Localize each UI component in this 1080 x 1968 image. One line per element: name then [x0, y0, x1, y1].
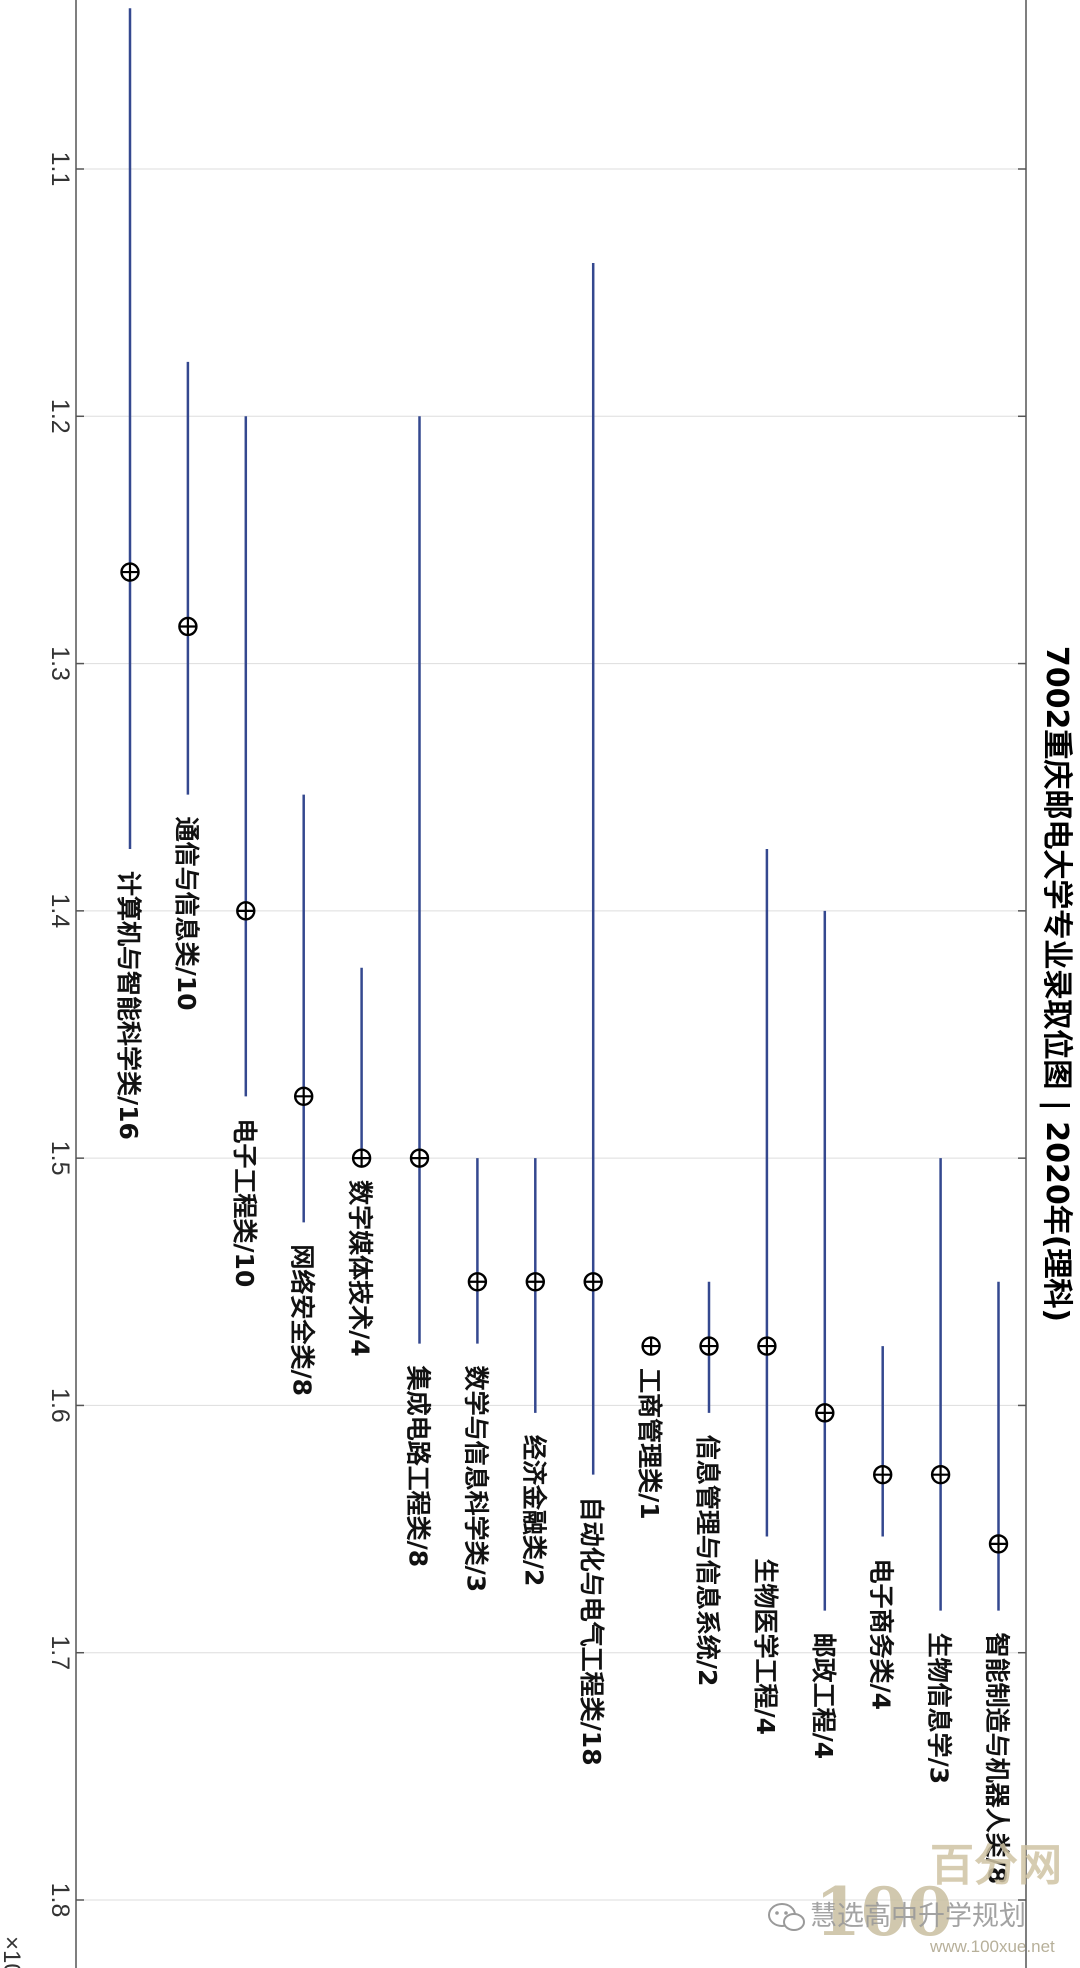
category-label: 自动化与电气工程类/18	[577, 1497, 606, 1766]
category-label: 智能制造与机器人类/8	[983, 1633, 1012, 1885]
median-marker	[351, 1148, 372, 1168]
chart-title: 7002重庆邮电大学专业录取位图 | 2020年(理科)	[1039, 646, 1074, 1322]
category-label: 经济金融类/2	[519, 1435, 548, 1587]
category-label: 生物医学工程/4	[751, 1558, 780, 1735]
category-label: 电子工程类/10	[230, 1118, 259, 1287]
watermark-account: 慧选高中升学规划	[810, 1901, 1026, 1932]
median-marker	[294, 1086, 314, 1107]
median-marker	[815, 1403, 835, 1423]
median-marker	[236, 901, 256, 921]
category-label: 生物信息学/3	[925, 1633, 954, 1785]
axes-frame	[75, 0, 1027, 1968]
y-tick-label: 1.8	[46, 1883, 74, 1918]
median-marker	[583, 1272, 603, 1292]
category-labels: 计算机与智能科学类/16 通信与信息类/10 电子工程类/10 网络安全类/8 数字媒体…	[114, 817, 1012, 1885]
category-label: 工商管理类/1	[635, 1368, 664, 1520]
y-tick-label: 1.4	[46, 893, 74, 928]
category-label: 电子商务类/4	[867, 1558, 896, 1710]
category-label: 数字媒体技术/4	[346, 1180, 375, 1357]
y-tick-label: 1.1	[46, 152, 74, 187]
y-tick-label: 1.5	[46, 1141, 74, 1176]
category-label: 通信与信息类/10	[172, 817, 201, 1011]
median-marker	[120, 562, 140, 582]
category-label: 数学与信息科学类/3	[461, 1366, 490, 1593]
wechat-icon	[768, 1903, 805, 1931]
median-marker	[409, 1148, 430, 1168]
category-label: 网络安全类/8	[288, 1244, 317, 1396]
median-marker	[873, 1464, 893, 1485]
category-label: 信息管理与信息系统/2	[693, 1435, 722, 1687]
median-marker	[930, 1464, 951, 1485]
watermark-brand: 百分网	[930, 1840, 1062, 1891]
y-tick-label: 1.6	[46, 1388, 74, 1423]
data-series	[120, 8, 1009, 1611]
y-tick-label: 1.2	[46, 399, 74, 434]
exponent-label: ×10⁴	[0, 1936, 25, 1968]
y-tick-label: 1.3	[46, 646, 74, 681]
y-axis-ticks: 1.1 1.2 1.3 1.4 1.5 1.6 1.7 1.8	[46, 152, 1026, 1918]
watermark-digits: 100	[815, 1873, 953, 1951]
watermark-url: www.100xue.net	[929, 1937, 1055, 1956]
category-label: 计算机与智能科学类/16	[114, 871, 143, 1140]
grid-lines	[76, 168, 1026, 1901]
watermark: 100 百分网 慧选高中升学规划 www.100xue.net	[768, 1840, 1062, 1956]
median-marker	[988, 1534, 1009, 1554]
median-marker	[757, 1336, 777, 1356]
median-marker	[178, 616, 198, 637]
median-marker	[699, 1336, 719, 1356]
category-label: 集成电路工程类/8	[404, 1365, 433, 1568]
median-marker	[525, 1272, 545, 1292]
y-tick-label: 1.7	[46, 1635, 74, 1670]
median-marker	[641, 1336, 661, 1356]
category-label: 邮政工程/4	[809, 1633, 838, 1760]
median-marker	[467, 1272, 488, 1292]
